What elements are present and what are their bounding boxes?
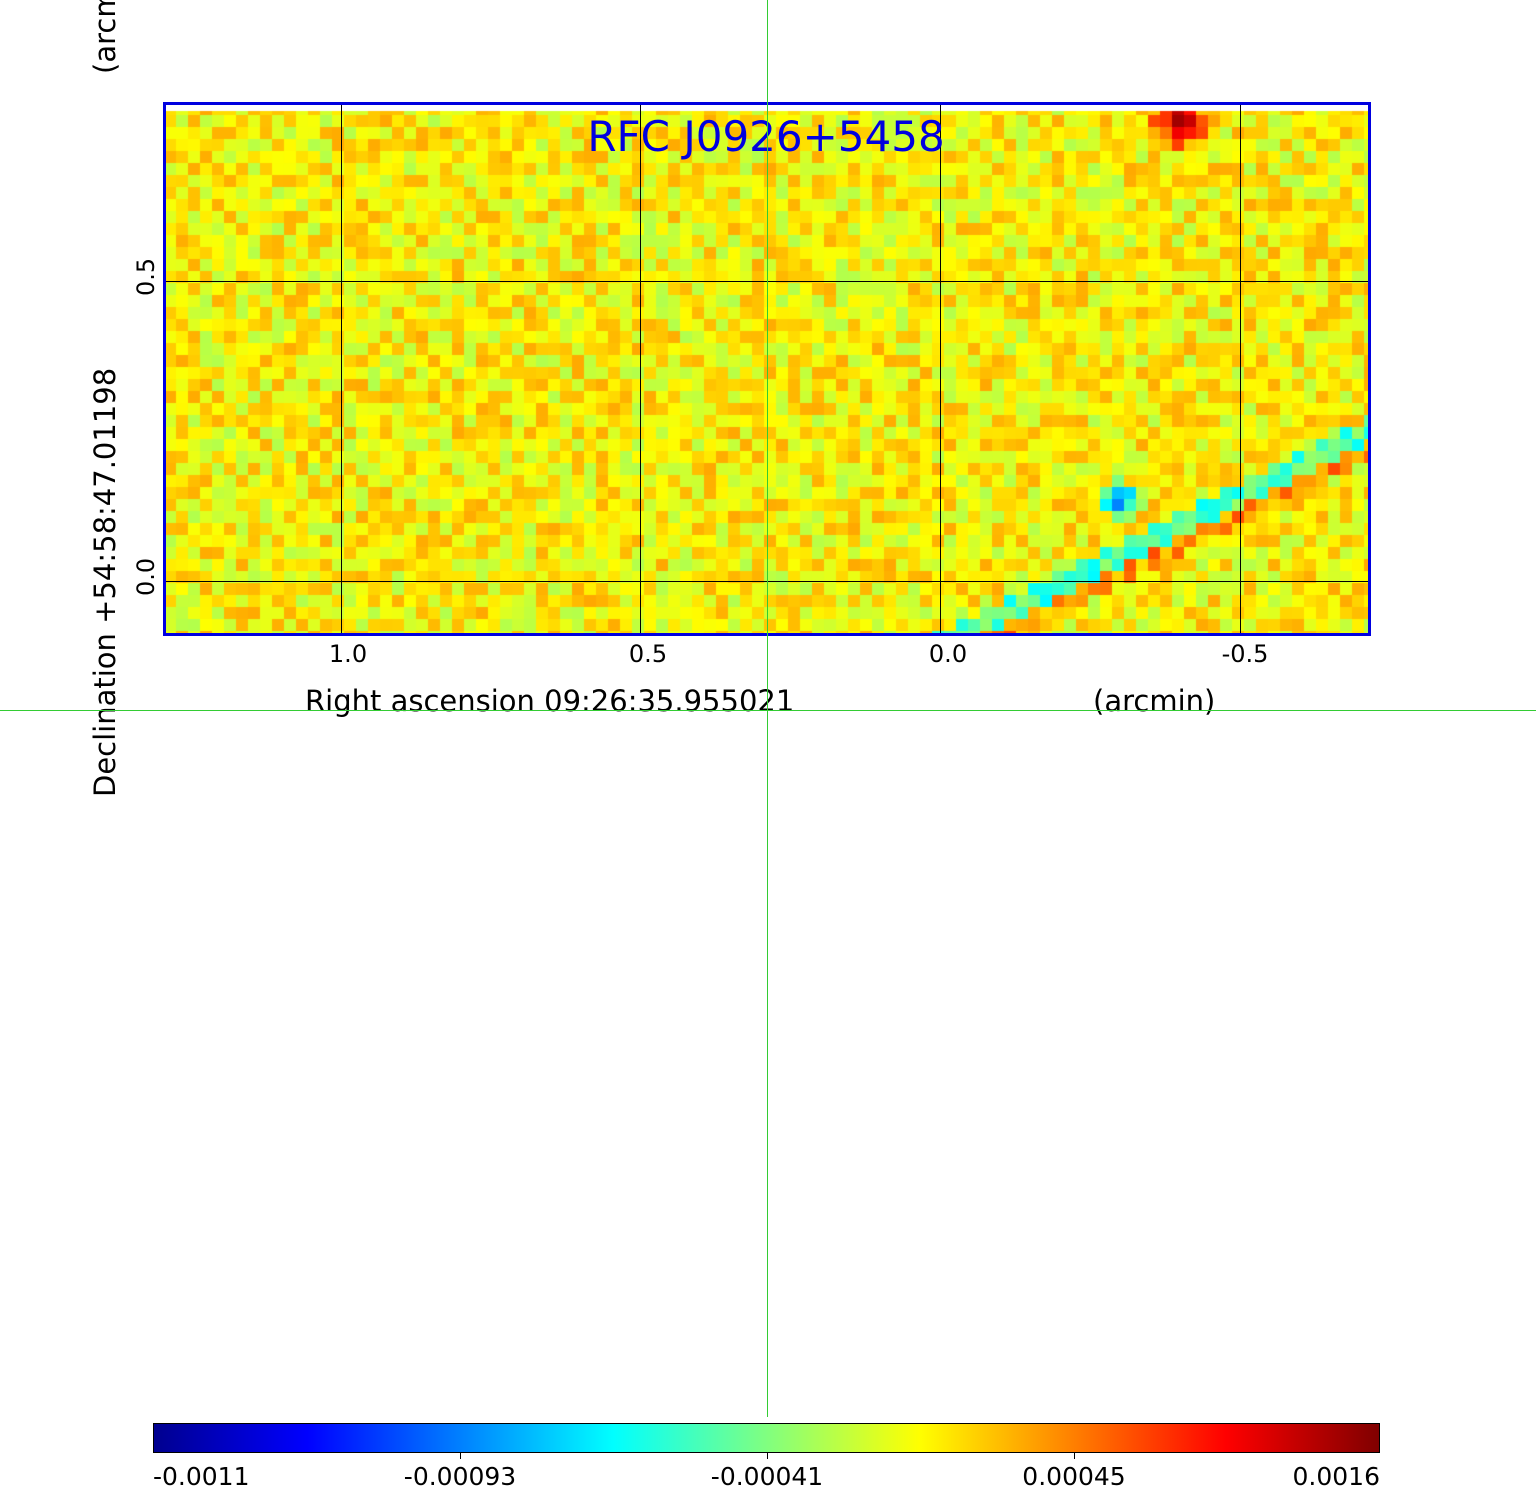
sky-image-heatmap[interactable]	[164, 103, 1368, 633]
y-tick-label: 0.0	[132, 557, 160, 596]
colorbar-tick	[460, 1453, 461, 1459]
x-tick-label: 0.5	[628, 640, 668, 668]
x-tick-label: -0.5	[1221, 640, 1269, 668]
y-axis-unit: (arcmin)	[88, 0, 122, 74]
colorbar-tick	[1074, 1453, 1075, 1459]
colorbar-tick-label: -0.00093	[403, 1462, 517, 1491]
crosshair-vertical	[767, 0, 768, 1417]
colorbar-tick-label: -0.00041	[710, 1462, 824, 1491]
y-axis-label: Declination +54:58:47.01198	[88, 367, 122, 797]
crosshair-horizontal	[0, 710, 1536, 711]
grid-line-y	[164, 581, 1368, 582]
grid-line-y	[164, 281, 1368, 282]
colorbar	[153, 1423, 1380, 1453]
chart-title: RFC J0926+5458	[587, 112, 945, 161]
x-axis-unit: (arcmin)	[1093, 684, 1216, 718]
y-tick-label: 0.5	[132, 257, 160, 296]
x-tick-label: 1.0	[328, 640, 368, 668]
colorbar-tick	[767, 1453, 768, 1459]
grid-line-x	[1240, 103, 1241, 633]
grid-line-x	[341, 103, 342, 633]
colorbar-tick-label: 0.00045	[1022, 1462, 1126, 1491]
colorbar-tick-label: 0.0016	[1292, 1462, 1380, 1491]
x-tick-label: 0.0	[928, 640, 968, 668]
grid-line-x	[640, 103, 641, 633]
grid-line-x	[940, 103, 941, 633]
x-axis-label: Right ascension 09:26:35.955021	[305, 684, 795, 718]
colorbar-tick-label: -0.0011	[153, 1462, 250, 1491]
